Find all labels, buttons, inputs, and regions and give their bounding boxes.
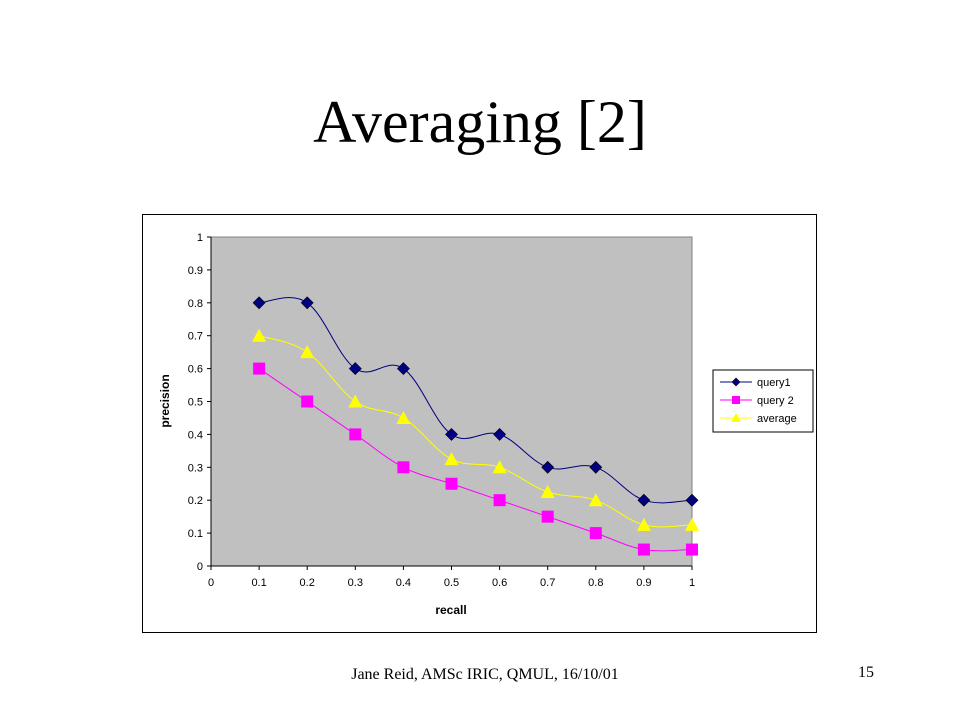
data-point-diamond — [300, 296, 314, 310]
data-point-square — [397, 461, 410, 474]
data-point-square — [349, 428, 362, 441]
data-point-diamond — [637, 493, 651, 507]
data-point-triangle — [492, 460, 507, 474]
data-point-square — [253, 362, 266, 375]
data-point-diamond — [396, 362, 410, 376]
footer-credit: Jane Reid, AMSc IRIC, QMUL, 16/10/01 — [351, 666, 619, 683]
legend-box — [712, 369, 814, 433]
data-point-triangle — [444, 452, 459, 466]
series-3 — [252, 328, 699, 531]
series-line — [258, 368, 693, 552]
series-2 — [253, 362, 698, 556]
y-tick-label: 0.8 — [188, 298, 203, 310]
x-tick-label: 0.6 — [492, 577, 507, 589]
x-tick-label: 0.5 — [444, 577, 459, 589]
y-tick-label: 0.5 — [188, 397, 203, 409]
data-point-triangle — [588, 493, 603, 507]
series-line — [259, 297, 693, 504]
y-tick-label: 1 — [197, 232, 203, 244]
x-tick-label: 0 — [208, 577, 214, 589]
x-tick-label: 0.3 — [348, 577, 363, 589]
data-point-triangle — [540, 484, 555, 498]
y-tick-label: 0.3 — [188, 462, 203, 474]
y-tick-label: 0.1 — [188, 528, 203, 540]
plot-area — [210, 236, 693, 567]
y-tick-label: 0.7 — [188, 331, 203, 343]
data-point-triangle — [396, 410, 411, 424]
data-point-square — [637, 543, 650, 556]
slide-number: 15 — [858, 664, 874, 681]
data-point-triangle — [300, 345, 315, 359]
x-tick-label: 0.7 — [540, 577, 555, 589]
data-point-diamond — [445, 427, 458, 441]
legend-label: average — [757, 413, 797, 425]
data-point-diamond — [252, 296, 266, 310]
x-axis-title: recall — [435, 603, 466, 617]
line-chart: 0 0.1 0.2 0.3 0.4 0.5 0.6 0.7 0.8 0.9 1 0 0.1 0.2 0.3 0… — [158, 232, 814, 617]
data-point-square — [445, 477, 458, 490]
y-tick-label: 0.6 — [188, 364, 203, 376]
series-1 — [252, 296, 699, 507]
legend-label: query 2 — [757, 395, 794, 407]
x-tick-label: 0.2 — [300, 577, 315, 589]
x-tick-label: 0.8 — [588, 577, 603, 589]
data-point-square — [686, 543, 698, 556]
chart-area: 0 0.1 0.2 0.3 0.4 0.5 0.6 0.7 0.8 0.9 1 0 0.1 0.2 0.3 0… — [142, 214, 817, 633]
data-point-square — [541, 510, 554, 523]
data-point-square — [301, 395, 314, 408]
axes: 0 0.1 0.2 0.3 0.4 0.5 0.6 0.7 0.8 0.9 1 0 0.1 0.2 0.3 0… — [188, 232, 695, 589]
y-tick-label: 0.2 — [188, 495, 203, 507]
data-point-diamond — [589, 460, 603, 474]
x-tick-label: 0.9 — [636, 577, 651, 589]
data-point-triangle — [636, 517, 651, 531]
data-point-diamond — [541, 460, 555, 474]
data-point-diamond — [685, 493, 699, 507]
data-point-triangle — [348, 394, 363, 408]
legend: query1 query 2 average — [712, 369, 814, 433]
legend-marker-square — [732, 396, 740, 404]
x-tick-label: 1 — [689, 577, 695, 589]
data-point-triangle — [252, 328, 267, 342]
legend-marker-triangle — [731, 413, 741, 422]
x-tick-label: 0.4 — [396, 577, 411, 589]
y-tick-label: 0.9 — [188, 265, 203, 277]
legend-marker-diamond — [731, 377, 741, 387]
data-point-diamond — [493, 427, 507, 441]
data-point-diamond — [348, 362, 362, 376]
data-point-triangle — [685, 517, 699, 531]
x-tick-label: 0.1 — [251, 577, 266, 589]
series-line — [258, 335, 693, 528]
y-axis-title: precision — [158, 374, 172, 427]
y-tick-label: 0 — [197, 561, 203, 573]
series-layer — [252, 296, 699, 556]
legend-label: query1 — [757, 377, 791, 389]
y-tick-label: 0.4 — [188, 429, 203, 441]
data-point-square — [589, 527, 602, 540]
slide-title: Averaging [2] — [313, 89, 647, 155]
data-point-square — [493, 494, 506, 507]
